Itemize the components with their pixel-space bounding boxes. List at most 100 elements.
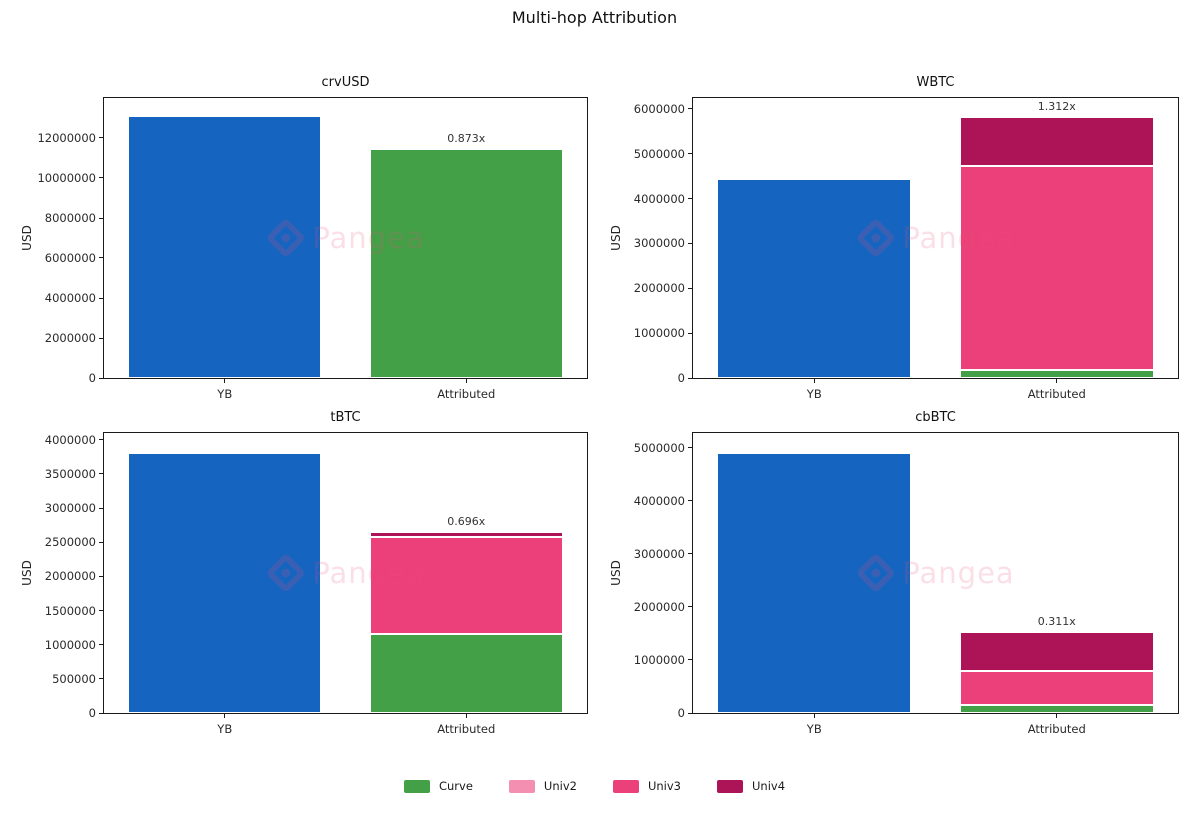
subplot-cbbtc: cbBTC USD Pangea 0 1000000 2000000 3000000 4…	[609, 410, 1179, 736]
legend: Curve Univ2 Univ3 Univ4	[0, 779, 1189, 793]
y-tick-label: 500000	[52, 671, 96, 686]
y-tick-label: 1000000	[633, 326, 685, 341]
y-tick-mark	[99, 257, 103, 259]
y-tick-label: 5000000	[633, 146, 685, 161]
y-tick-mark	[688, 242, 692, 244]
ratio-annotation: 0.696x	[447, 514, 486, 528]
y-tick-mark	[99, 473, 103, 475]
y-tick-label: 3000000	[633, 546, 685, 561]
y-tick-mark	[99, 439, 103, 441]
y-tick-label: 3000000	[633, 236, 685, 251]
legend-item-univ3: Univ3	[612, 779, 681, 793]
y-tick-mark	[99, 712, 103, 714]
bar-segment-univ3	[369, 536, 563, 634]
x-tick-label: Attributed	[1027, 722, 1086, 736]
legend-label: Univ4	[751, 779, 786, 793]
y-tick-label: 4000000	[44, 291, 96, 305]
y-tick-label: 0	[88, 371, 96, 385]
y-tick-label: 5000000	[633, 440, 685, 455]
legend-item-curve: Curve	[403, 779, 473, 793]
x-tick-label: YB	[806, 387, 822, 401]
y-tick-mark	[99, 541, 103, 543]
y-tick-label: 0	[677, 371, 685, 385]
x-tick-mark	[1056, 378, 1058, 383]
subplot-wbtc: WBTC USD Pangea 0 1000000 2000000 3000000 40…	[609, 75, 1179, 401]
y-tick-mark	[99, 377, 103, 379]
y-tick-label: 8000000	[44, 211, 96, 225]
x-tick-mark	[1056, 713, 1058, 718]
y-tick-mark	[99, 644, 103, 646]
y-tick-mark	[688, 447, 692, 449]
y-tick-mark	[688, 553, 692, 555]
ratio-annotation: 0.311x	[1037, 615, 1076, 629]
legend-swatch-curve	[403, 779, 430, 793]
subplot-title: tBTC	[330, 410, 361, 425]
bar-segment-univ4	[959, 117, 1154, 167]
legend-label: Univ3	[647, 779, 681, 793]
subplot-title: cbBTC	[915, 410, 956, 425]
bar-segment-yb	[128, 116, 322, 378]
y-tick-mark	[99, 337, 103, 339]
y-tick-mark	[688, 332, 692, 334]
y-tick-label: 2000000	[633, 281, 685, 296]
y-tick-mark	[688, 712, 692, 714]
bar-segment-curve	[959, 705, 1154, 713]
y-tick-mark	[99, 575, 103, 577]
y-tick-label: 0	[88, 706, 96, 720]
bar-segment-univ4	[959, 632, 1154, 672]
x-tick-label: YB	[806, 722, 822, 736]
legend-label: Univ2	[543, 779, 577, 793]
bar-segment-yb	[128, 452, 322, 713]
y-tick-label: 2000000	[44, 331, 96, 345]
legend-swatch-univ4	[716, 779, 743, 793]
y-tick-mark	[99, 610, 103, 612]
watermark-text: Pangea	[902, 555, 1015, 590]
y-tick-mark	[688, 500, 692, 502]
x-tick-mark	[813, 713, 815, 718]
x-tick-mark	[813, 378, 815, 383]
y-tick-mark	[688, 108, 692, 110]
legend-swatch-univ3	[612, 779, 639, 793]
figure-title: Multi-hop Attribution	[511, 8, 678, 27]
y-tick-mark	[688, 606, 692, 608]
subplot-tbtc: tBTC USD Pangea 0 500000 1000000 1500000 200…	[20, 410, 588, 736]
legend-swatch-univ2	[508, 779, 535, 793]
bar-segment-yb	[717, 179, 912, 378]
y-tick-mark	[688, 287, 692, 289]
x-tick-label: Attributed	[437, 722, 496, 736]
y-tick-label: 4000000	[44, 432, 96, 447]
legend-item-univ2: Univ2	[508, 779, 577, 793]
y-tick-mark	[688, 659, 692, 661]
y-tick-label: 12000000	[37, 131, 96, 145]
x-tick-label: Attributed	[1027, 387, 1086, 401]
bar-segment-univ4	[369, 531, 563, 537]
subplot-title: crvUSD	[321, 75, 370, 90]
x-tick-mark	[465, 713, 467, 718]
x-tick-mark	[465, 378, 467, 383]
plot-area: Pangea 0 500000 1000000 1500000 2000000 25000…	[45, 432, 588, 736]
y-tick-mark	[99, 507, 103, 509]
y-tick-label: 1000000	[633, 652, 685, 667]
y-tick-mark	[99, 678, 103, 680]
bar-segment-curve	[369, 149, 563, 378]
y-tick-label: 4000000	[633, 191, 685, 206]
bar-segment-univ3	[959, 671, 1154, 706]
y-tick-label: 4000000	[633, 493, 685, 508]
y-tick-mark	[99, 297, 103, 299]
subplot-crvusd: crvUSD USD Pangea 0 2000000 4000000 6000000…	[20, 75, 588, 401]
x-tick-mark	[224, 713, 226, 718]
y-tick-mark	[688, 198, 692, 199]
y-tick-mark	[688, 153, 692, 155]
subplot-title: WBTC	[916, 75, 955, 90]
y-tick-label: 0	[677, 706, 685, 720]
y-tick-label: 6000000	[633, 101, 685, 116]
bar-segment-curve	[369, 633, 563, 713]
y-tick-label: 2000000	[44, 569, 96, 584]
x-tick-label: YB	[217, 387, 233, 401]
plot-area: Pangea 0 1000000 2000000 3000000 4000000 5000…	[634, 97, 1179, 401]
y-tick-label: 6000000	[44, 251, 96, 265]
y-tick-mark	[99, 217, 103, 219]
y-tick-label: 1500000	[44, 603, 96, 618]
plot-area: Pangea 0 2000000 4000000 6000000 8000000 1000…	[37, 97, 588, 401]
bar-segment-univ3	[959, 166, 1154, 370]
